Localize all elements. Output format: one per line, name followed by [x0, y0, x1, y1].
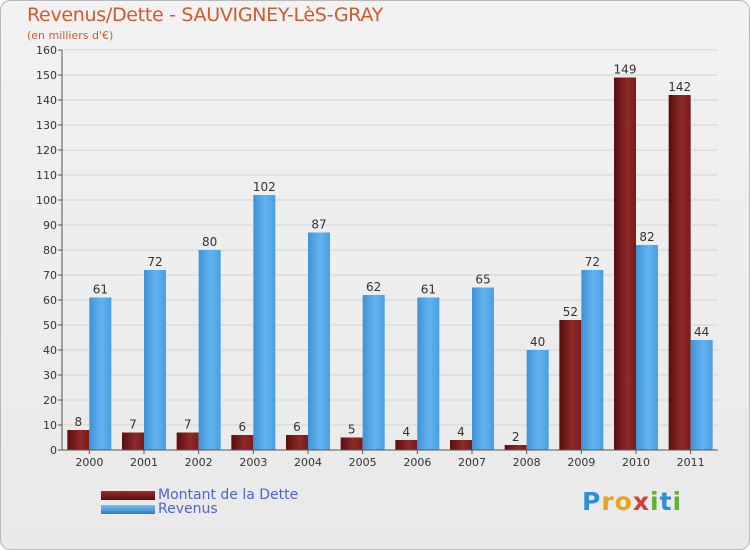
- value-label-revenus-2004: 87: [311, 218, 326, 232]
- bar-dette-2007: [450, 440, 472, 450]
- y-tick-label: 50: [43, 319, 57, 332]
- value-label-revenus-2003: 102: [253, 180, 276, 194]
- bar-dette-2001: [122, 432, 144, 450]
- y-tick-label: 10: [43, 419, 57, 432]
- value-label-revenus-2008: 40: [530, 335, 545, 349]
- logo-letter: o: [614, 487, 633, 516]
- value-label-dette-2002: 7: [184, 418, 192, 432]
- bar-revenus-2006: [417, 297, 440, 450]
- value-label-dette-2005: 5: [348, 423, 356, 437]
- y-tick-label: 110: [36, 169, 57, 182]
- x-tick-label: 2004: [294, 456, 322, 469]
- bars: 8 61 7 72 7 80 6 102 6 87 5 62 4 61 4 65 2 40 52 72 149 82 142…: [67, 63, 713, 450]
- logo-letter: x: [632, 487, 650, 516]
- bar-revenus-2008: [526, 350, 549, 450]
- value-label-revenus-2006: 61: [421, 283, 436, 297]
- y-tick-label: 90: [43, 219, 57, 232]
- value-label-revenus-2001: 72: [147, 255, 162, 269]
- bar-dette-2006: [395, 440, 418, 450]
- y-tick-label: 0: [50, 444, 57, 457]
- bar-dette-2009: [559, 320, 582, 450]
- chart-title: Revenus/Dette - SAUVIGNEY-LèS-GRAY: [27, 4, 383, 26]
- y-tick-label: 70: [43, 269, 57, 282]
- bar-dette-2002: [176, 432, 199, 450]
- legend-label-revenus: Revenus: [158, 501, 218, 517]
- y-tick-label: 40: [43, 344, 57, 357]
- bar-revenus-2000: [89, 297, 112, 450]
- value-label-dette-2010: 149: [614, 63, 637, 77]
- logo-letter: t: [659, 487, 673, 516]
- bar-revenus-2005: [362, 295, 385, 450]
- chart-subtitle: (en milliers d'€): [27, 29, 114, 42]
- bar-dette-2010: [614, 77, 636, 450]
- bar-dette-2011: [668, 95, 691, 450]
- y-tick-label: 100: [36, 194, 57, 207]
- bar-revenus-2001: [144, 270, 166, 450]
- grid-lines: [62, 49, 718, 451]
- value-label-revenus-2009: 72: [585, 255, 600, 269]
- legend-item-dette: Montant de la Dette: [101, 487, 299, 503]
- bar-revenus-2003: [253, 195, 276, 450]
- value-label-revenus-2002: 80: [202, 235, 217, 249]
- bar-dette-2003: [231, 435, 254, 450]
- bar-revenus-2009: [581, 270, 604, 450]
- logo-letter: r: [601, 487, 615, 516]
- value-label-dette-2008: 2: [512, 430, 520, 444]
- x-tick-label: 2008: [513, 456, 541, 469]
- x-axis: 2000 2001 2002 2003 2004 2005 2006 2007 2008 2009…: [62, 449, 718, 469]
- x-tick-label: 2003: [239, 456, 267, 469]
- value-label-dette-2006: 4: [403, 425, 411, 439]
- bar-revenus-2007: [472, 287, 494, 450]
- y-tick-label: 30: [43, 369, 57, 382]
- y-tick-label: 160: [36, 44, 57, 57]
- x-tick-label: 2011: [677, 456, 705, 469]
- y-tick-label: 120: [36, 144, 57, 157]
- legend-swatch-revenus: [101, 504, 155, 514]
- y-tick-label: 130: [36, 119, 57, 132]
- y-tick-label: 140: [36, 94, 57, 107]
- y-tick-label: 150: [36, 69, 57, 82]
- proxiti-logo: Proxiti: [582, 487, 682, 516]
- bar-dette-2004: [286, 435, 308, 450]
- bar-revenus-2002: [198, 250, 221, 450]
- value-label-revenus-2005: 62: [366, 280, 381, 294]
- x-tick-label: 2005: [349, 456, 377, 469]
- bar-revenus-2010: [636, 245, 658, 450]
- x-tick-label: 2007: [458, 456, 486, 469]
- value-label-revenus-2007: 65: [475, 273, 490, 287]
- bar-dette-2008: [504, 445, 527, 450]
- x-tick-label: 2002: [185, 456, 213, 469]
- y-tick-label: 80: [43, 244, 57, 257]
- bar-dette-2000: [67, 430, 90, 450]
- y-tick-label: 20: [43, 394, 57, 407]
- value-label-revenus-2011: 44: [694, 325, 709, 339]
- x-tick-label: 2010: [622, 456, 650, 469]
- value-label-dette-2000: 8: [75, 415, 83, 429]
- legend-item-revenus: Revenus: [101, 501, 218, 517]
- y-axis: 0 10 20 30 40 50 60 70 80 90 100 110 120 130 140 150 160: [36, 44, 63, 457]
- bar-revenus-2004: [308, 232, 330, 450]
- legend-label-dette: Montant de la Dette: [158, 487, 299, 503]
- value-label-dette-2004: 6: [293, 420, 301, 434]
- logo-letter: P: [582, 487, 602, 516]
- bar-revenus-2011: [690, 340, 713, 450]
- bar-dette-2005: [340, 437, 363, 450]
- logo-letter: i: [650, 487, 660, 516]
- value-label-revenus-2000: 61: [93, 283, 108, 297]
- value-label-dette-2007: 4: [457, 425, 465, 439]
- x-tick-label: 2000: [75, 456, 103, 469]
- x-tick-label: 2009: [567, 456, 595, 469]
- value-label-dette-2011: 142: [668, 80, 691, 94]
- value-label-dette-2009: 52: [563, 305, 578, 319]
- value-label-dette-2001: 7: [129, 418, 137, 432]
- value-label-dette-2003: 6: [239, 420, 247, 434]
- y-tick-label: 60: [43, 294, 57, 307]
- legend-swatch-dette: [101, 490, 155, 500]
- x-tick-label: 2006: [403, 456, 431, 469]
- x-tick-label: 2001: [130, 456, 158, 469]
- value-label-revenus-2010: 82: [639, 230, 654, 244]
- logo-letter: i: [672, 487, 683, 516]
